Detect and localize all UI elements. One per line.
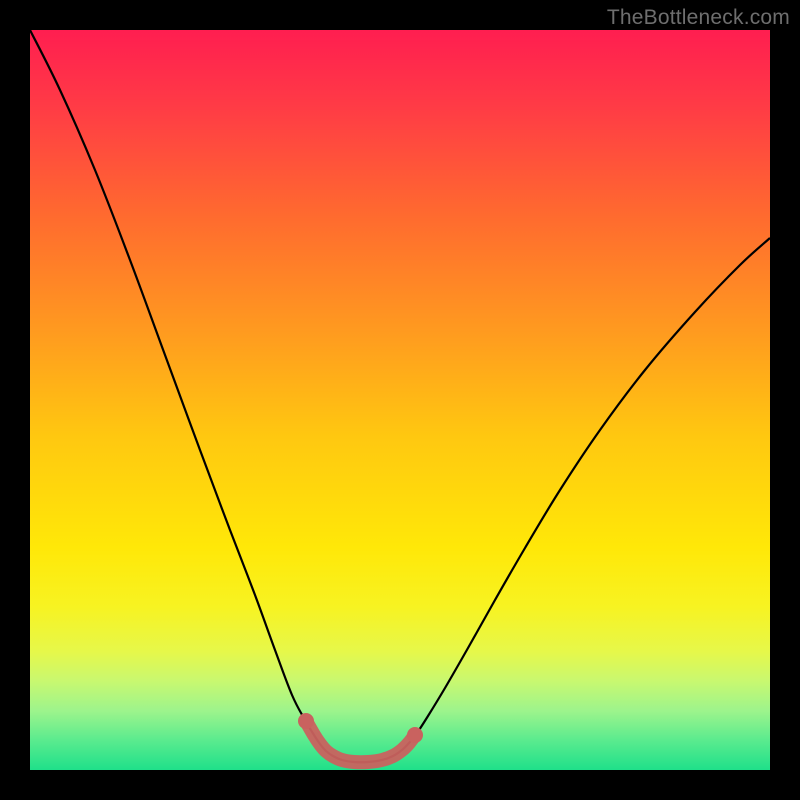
highlight-dot <box>298 713 314 729</box>
highlight-dot <box>407 727 423 743</box>
watermark-text: TheBottleneck.com <box>607 6 790 30</box>
bottleneck-chart <box>0 0 800 800</box>
gradient-background <box>30 30 770 770</box>
